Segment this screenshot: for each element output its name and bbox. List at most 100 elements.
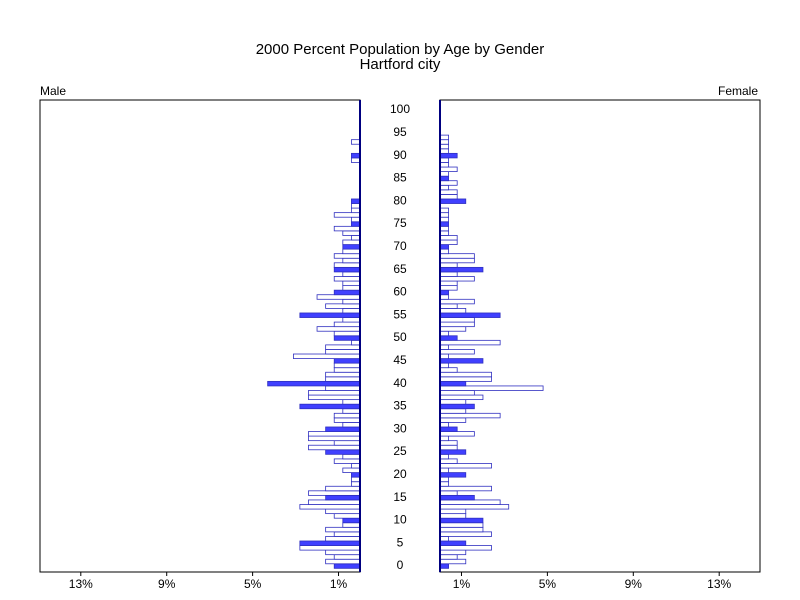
- bar: [439, 526, 484, 533]
- bar: [325, 526, 361, 533]
- bar: [308, 490, 361, 496]
- bar: [439, 394, 484, 401]
- bar: [439, 371, 492, 378]
- bar: [439, 408, 467, 414]
- bar: [439, 280, 458, 287]
- bar: [439, 536, 449, 542]
- bar: [439, 367, 458, 373]
- bar: [439, 463, 492, 469]
- bar: [351, 157, 361, 163]
- bar: [439, 294, 449, 300]
- bar: [439, 166, 458, 172]
- x-tick-label: 13%: [707, 577, 731, 591]
- bar: [325, 536, 361, 542]
- series-label: Male: [40, 84, 66, 98]
- bar: [439, 244, 449, 250]
- age-tick-label: 40: [393, 376, 407, 390]
- bar: [299, 504, 361, 510]
- age-tick-label: 35: [393, 399, 407, 413]
- bar: [351, 198, 361, 204]
- age-tick-label: 100: [390, 102, 410, 116]
- bar: [439, 184, 449, 191]
- bar: [439, 444, 458, 451]
- bar: [299, 312, 361, 318]
- bar: [439, 180, 458, 186]
- bar: [439, 417, 467, 423]
- bar: [308, 435, 361, 442]
- bar: [439, 494, 475, 501]
- bar: [342, 517, 361, 524]
- bar: [333, 417, 361, 423]
- bar: [439, 326, 467, 332]
- bar: [342, 522, 361, 528]
- bar: [439, 157, 449, 163]
- bar: [439, 285, 458, 291]
- bar: [439, 221, 449, 227]
- bar: [325, 385, 361, 391]
- age-tick-label: 25: [393, 444, 407, 458]
- age-tick-label: 15: [393, 490, 407, 504]
- bar: [342, 308, 361, 314]
- age-tick-label: 55: [393, 307, 407, 321]
- bar: [333, 289, 361, 296]
- bar: [351, 463, 361, 469]
- bar: [325, 349, 361, 355]
- x-tick-label: 13%: [69, 577, 93, 591]
- bar: [439, 504, 510, 510]
- age-tick-label: 70: [393, 239, 407, 253]
- bar: [439, 230, 449, 236]
- bar: [351, 139, 361, 145]
- bar: [439, 545, 492, 551]
- age-tick-label: 20: [393, 467, 407, 481]
- bar: [439, 499, 501, 505]
- bar: [439, 563, 449, 569]
- bar: [316, 326, 361, 332]
- bar: [439, 321, 475, 328]
- bar: [333, 358, 361, 364]
- bar: [342, 280, 361, 287]
- bar: [439, 271, 458, 277]
- bar: [342, 399, 361, 405]
- bar: [325, 426, 361, 432]
- bar: [342, 422, 361, 428]
- bar: [439, 207, 449, 214]
- bar: [439, 481, 449, 487]
- bar: [439, 531, 492, 537]
- series-label: Female: [718, 84, 758, 98]
- bar: [439, 440, 458, 446]
- chart-title: 2000 Percent Population by Age by Gender: [256, 41, 545, 58]
- bar: [439, 353, 449, 359]
- bar: [333, 225, 361, 232]
- bar: [439, 298, 475, 305]
- bar: [439, 235, 458, 241]
- bar: [439, 148, 449, 154]
- bar: [333, 253, 361, 259]
- bar: [439, 467, 449, 473]
- bar: [299, 403, 361, 410]
- bar: [439, 554, 458, 560]
- bar: [333, 321, 361, 328]
- bar: [333, 440, 361, 446]
- bar: [439, 225, 449, 232]
- bar: [267, 380, 361, 387]
- bar: [439, 239, 458, 245]
- bar: [351, 476, 361, 483]
- bar: [439, 198, 467, 204]
- bar: [351, 216, 361, 223]
- bar: [333, 563, 361, 569]
- bar: [325, 508, 361, 515]
- bar: [325, 344, 361, 350]
- x-tick-label: 1%: [330, 577, 348, 591]
- bar: [325, 558, 361, 565]
- bar: [439, 376, 492, 382]
- bar: [439, 426, 458, 432]
- bar: [439, 422, 449, 428]
- bar: [333, 266, 361, 273]
- bar: [439, 162, 449, 168]
- bar: [439, 143, 449, 150]
- bar: [351, 207, 361, 214]
- bar: [342, 467, 361, 473]
- age-tick-label: 0: [397, 558, 404, 572]
- bar: [439, 152, 458, 159]
